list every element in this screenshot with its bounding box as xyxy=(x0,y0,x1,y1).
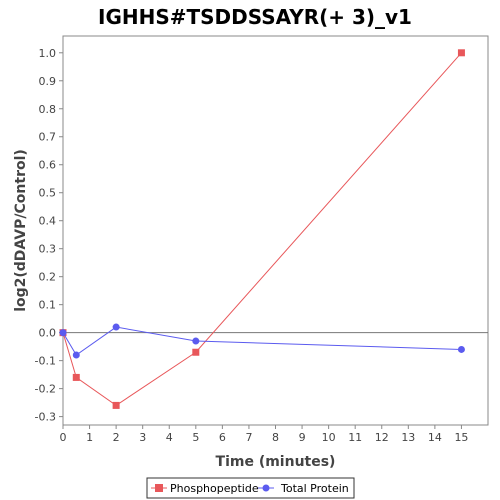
x-tick-label: 14 xyxy=(428,431,442,444)
x-tick-label: 2 xyxy=(113,431,120,444)
x-tick-label: 8 xyxy=(272,431,279,444)
data-point-total-protein xyxy=(59,329,67,337)
x-tick-label: 9 xyxy=(299,431,306,444)
x-tick-label: 5 xyxy=(192,431,199,444)
legend-label-phosphopeptide: Phosphopeptide xyxy=(170,482,259,495)
data-point-total-protein xyxy=(457,345,465,353)
data-point-phosphopeptide xyxy=(72,373,80,381)
y-tick-label: 0.9 xyxy=(39,75,57,88)
x-tick-label: 11 xyxy=(348,431,362,444)
y-tick-label: -0.2 xyxy=(35,383,56,396)
y-tick-label: 0.7 xyxy=(39,131,57,144)
y-axis: -0.3 -0.2 -0.1 0.0 0.1 0.2 0.3 0.4 0.5 0.6 0.7 0.8 0… xyxy=(35,47,63,424)
y-tick-label: 0.6 xyxy=(39,159,57,172)
x-axis-label: Time (minutes) xyxy=(216,454,336,470)
y-tick-label: 1.0 xyxy=(39,47,57,60)
x-tick-label: 1 xyxy=(86,431,93,444)
legend-marker-phosphopeptide xyxy=(155,484,163,492)
x-tick-label: 12 xyxy=(375,431,389,444)
legend-box xyxy=(146,477,355,499)
x-tick-label: 3 xyxy=(139,431,146,444)
y-tick-label: 0.8 xyxy=(39,103,57,116)
y-tick-label: 0.3 xyxy=(39,243,57,256)
y-tick-label: -0.1 xyxy=(35,355,56,368)
data-point-total-protein xyxy=(72,351,80,359)
x-tick-label: 6 xyxy=(219,431,226,444)
x-tick-label: 15 xyxy=(454,431,468,444)
legend-marker-total-protein xyxy=(262,484,270,492)
data-point-phosphopeptide xyxy=(457,49,465,57)
data-point-phosphopeptide xyxy=(112,401,120,409)
x-tick-label: 0 xyxy=(60,431,67,444)
legend-label-total-protein: Total Protein xyxy=(280,482,349,495)
x-tick-label: 10 xyxy=(322,431,336,444)
chart-title: IGHHS#TSDDSSAYR(+ 3)_v1 xyxy=(98,5,412,29)
y-tick-label: 0.1 xyxy=(39,299,57,312)
data-point-phosphopeptide xyxy=(192,348,200,356)
series-layer xyxy=(59,49,465,409)
x-tick-label: 7 xyxy=(245,431,252,444)
y-tick-label: 0.2 xyxy=(39,271,57,284)
data-point-total-protein xyxy=(192,337,200,345)
data-point-total-protein xyxy=(112,323,120,331)
y-axis-label: log2(dDAVP/Control) xyxy=(13,149,29,312)
y-tick-label: 0.4 xyxy=(39,215,57,228)
y-tick-label: -0.3 xyxy=(35,411,56,424)
y-tick-label: 0.0 xyxy=(39,327,57,340)
legend: Phosphopeptide Total Protein xyxy=(146,477,355,499)
plot-area xyxy=(62,35,489,426)
x-tick-label: 4 xyxy=(166,431,173,444)
x-tick-label: 13 xyxy=(401,431,415,444)
y-tick-label: 0.5 xyxy=(39,187,57,200)
x-axis: 0 1 2 3 4 5 6 7 8 9 10 11 12 13 14 15 xyxy=(60,425,468,444)
